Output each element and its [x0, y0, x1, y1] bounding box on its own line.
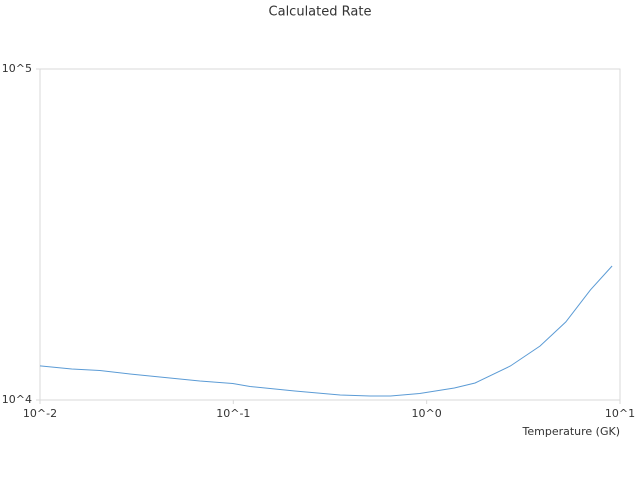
line-series: [39, 265, 613, 397]
y-tick-label: 10^4: [2, 393, 32, 406]
y-tick-label: 10^5: [2, 62, 32, 75]
x-tick-label: 10^-2: [23, 407, 57, 420]
chart-title: Calculated Rate: [269, 5, 372, 20]
x-axis-label: Temperature (GK): [522, 425, 621, 438]
x-tick-label: 10^-1: [216, 407, 250, 420]
x-tick-label: 10^1: [605, 407, 635, 420]
x-tick-label: 10^0: [412, 407, 442, 420]
plot-frame: [39, 68, 621, 401]
